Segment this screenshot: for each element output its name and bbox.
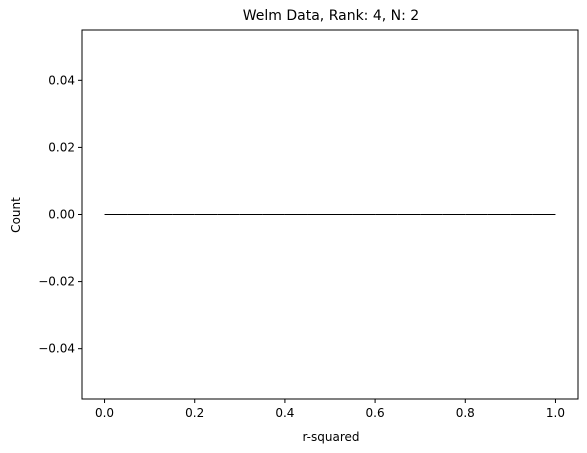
x-tick-label: 0.0 [95,406,114,420]
y-tick-label: −0.02 [38,275,75,289]
y-tick-label: 0.04 [48,73,75,87]
y-axis-ticks: −0.04 −0.02 0.00 0.02 0.04 [38,73,82,356]
x-axis-label: r-squared [303,430,360,444]
x-tick-label: 0.8 [456,406,475,420]
y-tick-label: −0.04 [38,342,75,356]
y-tick-label: 0.02 [48,140,75,154]
x-tick-label: 0.6 [366,406,385,420]
x-tick-label: 0.2 [185,406,204,420]
x-tick-label: 0.4 [275,406,294,420]
y-axis-label: Count [9,197,23,233]
x-tick-label: 1.0 [546,406,565,420]
chart-title: Welm Data, Rank: 4, N: 2 [243,8,419,24]
x-axis-ticks: 0.0 0.2 0.4 0.6 0.8 1.0 [95,399,565,420]
y-tick-label: 0.00 [48,208,75,222]
